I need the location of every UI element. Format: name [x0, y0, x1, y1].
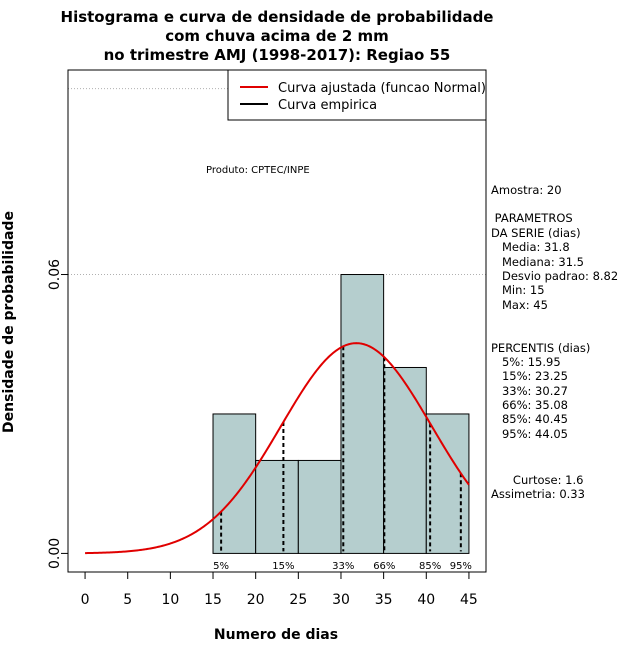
stats-panel-line-4: Mediana: 31.5 — [491, 255, 584, 269]
x-tick-label-7: 35 — [375, 592, 393, 608]
histogram-bar-1 — [255, 459, 299, 554]
stats-panel-line-14: 95%: 44.05 — [491, 427, 568, 441]
stats-panel-line-12: 66%: 35.08 — [491, 398, 568, 412]
stats-panel-line-13: 85%: 40.45 — [491, 412, 568, 426]
percentile-label-5: 95% — [450, 561, 472, 572]
stats-panel-line-6: Min: 15 — [491, 283, 545, 297]
percentile-label-0: 5% — [213, 561, 229, 572]
x-tick-label-6: 30 — [332, 592, 350, 608]
stats-panel-line-2: DA SERIE (dias) — [491, 226, 581, 240]
histogram-bar-5 — [425, 413, 470, 554]
x-tick-label-8: 40 — [417, 592, 435, 608]
stats-panel-line-11: 33%: 30.27 — [491, 384, 568, 398]
percentile-label-4: 85% — [419, 561, 441, 572]
stats-panel-line-3: Media: 31.8 — [491, 240, 570, 254]
x-tick-label-4: 20 — [247, 592, 265, 608]
percentile-label-2: 33% — [332, 561, 354, 572]
x-tick-label-0: 0 — [81, 592, 90, 608]
normal-curve-line — [85, 342, 470, 555]
y-tick-label-1: 0.06 — [47, 259, 63, 290]
legend-label-1: Curva empirica — [278, 98, 377, 113]
percentile-label-3: 66% — [373, 561, 395, 572]
x-axis-label: Numero de dias — [214, 627, 338, 643]
chart-title-line-1: Histograma e curva de densidade de proba… — [61, 8, 494, 26]
stats-panel-line-5: Desvio padrao: 8.82 — [491, 269, 618, 283]
stats-panel-line-10: 15%: 23.25 — [491, 369, 568, 383]
x-tick-label-2: 10 — [161, 592, 179, 608]
stats-panel-line-15: Curtose: 1.6 — [491, 473, 583, 487]
chart-title-line-2: com chuva acima de 2 mm — [165, 27, 389, 45]
stats-panel-line-1: PARAMETROS — [491, 211, 573, 225]
legend-label-0: Curva ajustada (funcao Normal) — [278, 81, 486, 96]
stats-panel-line-9: 5%: 15.95 — [491, 355, 561, 369]
stats-panel-line-0: Amostra: 20 — [491, 183, 562, 197]
x-tick-label-9: 45 — [460, 592, 478, 608]
stats-panel-line-8: PERCENTIS (dias) — [491, 341, 590, 355]
y-axis-label: Densidade de probabilidade — [1, 211, 17, 433]
y-tick-label-0: 0.00 — [47, 538, 63, 569]
histogram-bar-3 — [340, 274, 385, 554]
histogram-bar-0 — [212, 413, 257, 554]
stats-panel-line-16: Assimetria: 0.33 — [491, 487, 585, 501]
histogram-bar-2 — [297, 459, 342, 554]
x-tick-label-3: 15 — [204, 592, 222, 608]
percentile-label-1: 15% — [272, 561, 294, 572]
x-tick-label-1: 5 — [123, 592, 132, 608]
product-annotation: Produto: CPTEC/INPE — [206, 165, 310, 176]
chart-title-line-3: no trimestre AMJ (1998-2017): Regiao 55 — [104, 46, 451, 64]
histogram-bar-4 — [383, 366, 427, 554]
legend-box — [227, 69, 487, 121]
x-tick-label-5: 25 — [289, 592, 307, 608]
stats-panel-line-7: Max: 45 — [491, 298, 548, 312]
